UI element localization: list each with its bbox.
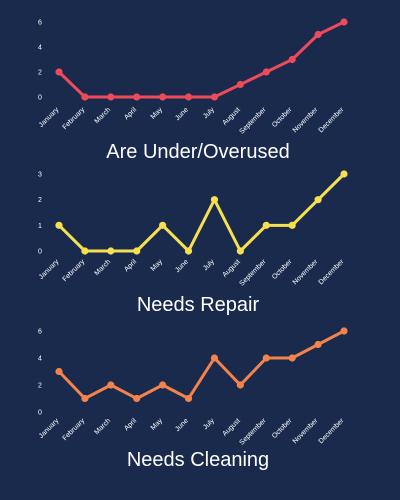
data-point <box>314 30 322 39</box>
x-tick-label: August <box>221 258 241 278</box>
data-point <box>55 221 63 229</box>
x-tick-label: July <box>202 106 216 120</box>
x-tick-label: December <box>318 106 346 134</box>
data-point <box>133 394 141 403</box>
data-point <box>107 381 115 389</box>
data-point <box>236 80 244 89</box>
data-point <box>159 381 167 389</box>
x-tick-label: October <box>271 258 294 281</box>
y-tick-label: 3 <box>38 172 42 179</box>
chart-title: Are Under/Overused <box>106 141 289 163</box>
y-tick-label: 2 <box>38 197 42 204</box>
y-tick-label: 4 <box>38 356 42 363</box>
x-tick-label: June <box>174 417 190 433</box>
data-point <box>288 221 296 229</box>
x-tick-label: December <box>318 417 346 445</box>
data-point <box>184 93 193 101</box>
data-point <box>55 68 63 76</box>
data-point <box>133 247 141 255</box>
y-tick-label: 4 <box>38 45 42 52</box>
data-point <box>314 340 322 349</box>
data-point <box>236 381 244 389</box>
x-tick-label: July <box>202 417 216 431</box>
data-point <box>210 93 219 101</box>
x-tick-label: December <box>318 258 346 286</box>
x-tick-label: March <box>94 258 113 277</box>
x-tick-label: March <box>94 417 113 436</box>
x-tick-label: January <box>38 106 61 129</box>
y-tick-label: 0 <box>38 410 42 417</box>
chart-title: Needs Cleaning <box>127 449 269 471</box>
data-point <box>107 247 115 255</box>
data-point <box>288 55 296 64</box>
data-point <box>159 221 167 229</box>
x-tick-label: October <box>271 417 294 440</box>
x-tick-label: August <box>221 106 241 126</box>
series-line-under-overused <box>57 20 346 99</box>
x-tick-label: May <box>150 417 165 432</box>
x-tick-label: June <box>174 106 190 122</box>
x-tick-label: February <box>62 258 87 283</box>
data-point <box>81 247 89 255</box>
data-point <box>340 18 348 26</box>
data-point <box>236 247 244 255</box>
x-tick-label: February <box>62 417 87 442</box>
x-tick-label: September <box>239 417 269 447</box>
x-tick-label: January <box>38 258 61 281</box>
x-tick-label: October <box>271 106 294 129</box>
series-line-needs-repair <box>57 172 346 253</box>
data-point <box>314 196 322 204</box>
x-tick-label: May <box>150 258 165 273</box>
y-tick-label: 6 <box>38 329 42 336</box>
data-point <box>184 247 193 255</box>
y-tick-label: 1 <box>38 223 42 230</box>
data-point <box>81 93 89 101</box>
x-tick-label: November <box>292 258 320 286</box>
x-tick-label: April <box>123 106 138 121</box>
x-tick-label: July <box>202 258 216 272</box>
x-tick-label: November <box>292 106 320 134</box>
y-tick-label: 2 <box>38 383 42 390</box>
x-tick-label: May <box>150 106 165 121</box>
x-tick-label: November <box>292 417 320 445</box>
x-tick-label: September <box>239 258 269 288</box>
y-tick-label: 0 <box>38 95 42 102</box>
chart-needs-cleaning: 0 2 4 6 January February March April May June July… <box>38 327 348 471</box>
y-tick-label: 2 <box>38 70 42 77</box>
data-point <box>288 354 296 362</box>
data-point <box>81 394 89 403</box>
data-point <box>262 221 270 229</box>
y-tick-label: 0 <box>38 249 42 256</box>
x-tick-label: January <box>38 417 61 440</box>
series-line-needs-cleaning <box>57 329 346 400</box>
x-tick-label: March <box>94 106 113 125</box>
y-tick-label: 6 <box>38 20 42 27</box>
chart-title: Needs Repair <box>137 294 260 316</box>
data-point <box>184 394 193 403</box>
x-tick-label: April <box>123 258 138 273</box>
data-point <box>55 367 63 376</box>
x-tick-label: August <box>221 417 241 437</box>
data-point <box>133 93 141 101</box>
data-point <box>340 170 348 178</box>
data-point <box>107 93 115 101</box>
data-point <box>159 93 167 101</box>
x-tick-label: February <box>62 106 87 131</box>
x-tick-label: June <box>174 258 190 274</box>
x-tick-label: September <box>239 106 269 136</box>
data-point <box>262 68 270 76</box>
data-point <box>210 354 219 362</box>
data-point <box>262 354 270 362</box>
x-tick-label: April <box>123 417 138 432</box>
chart-under-overused: 0 2 4 6 January February March April May June July… <box>38 18 348 163</box>
chart-needs-repair: 0 1 2 3 January February March April May June July… <box>38 170 348 316</box>
data-point <box>210 196 219 204</box>
data-point <box>340 327 348 335</box>
